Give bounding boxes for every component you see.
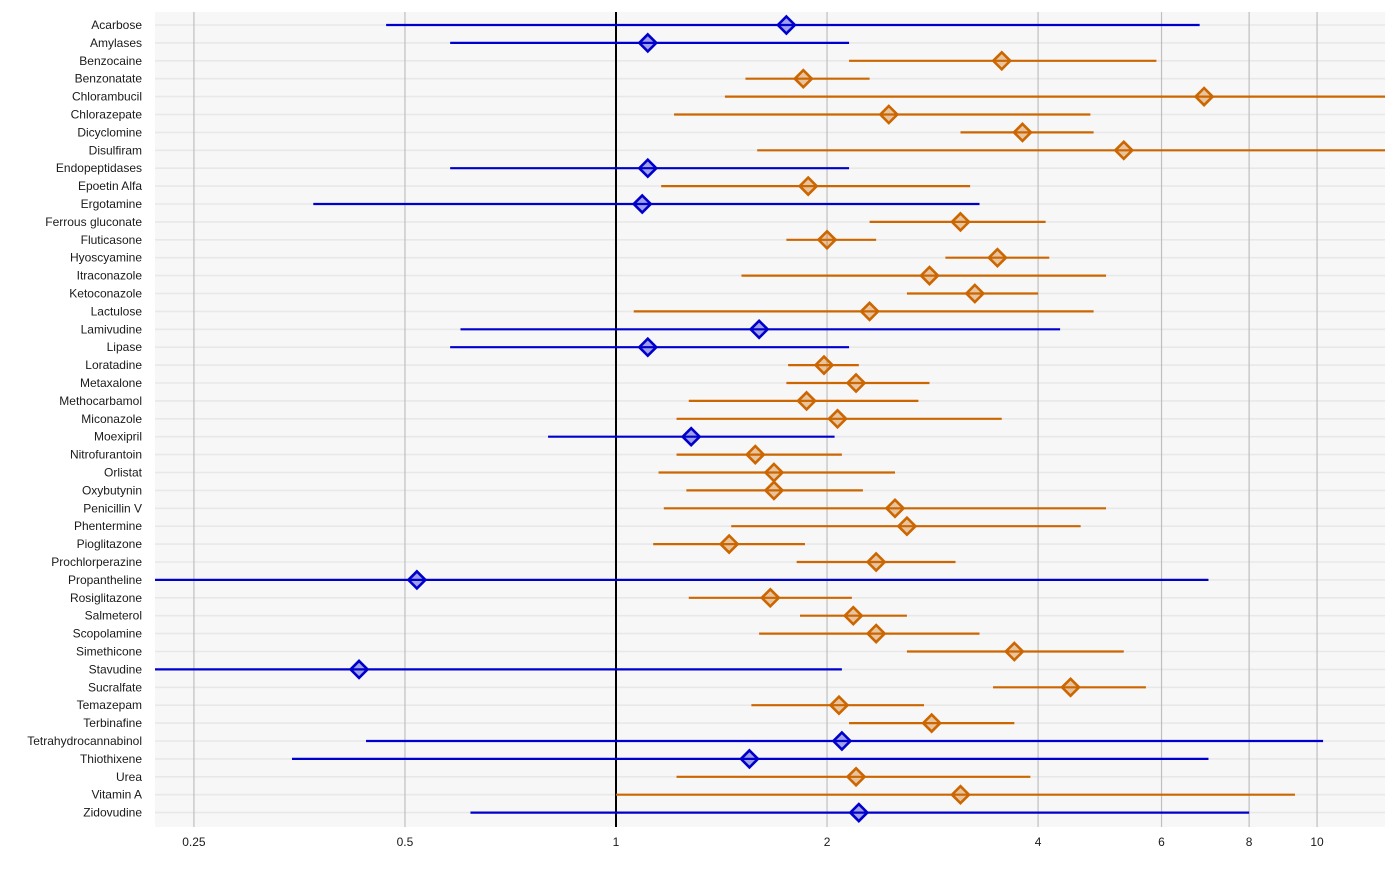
y-axis-label: Sucralfate	[88, 680, 142, 694]
y-axis-label: Vitamin A	[92, 788, 142, 802]
y-axis-label: Ketoconazole	[69, 287, 142, 301]
y-axis-label: Moexipril	[94, 430, 142, 444]
y-axis-label: Urea	[116, 770, 142, 784]
y-axis-label: Disulfiram	[89, 143, 142, 157]
x-tick-label: 1	[613, 835, 620, 849]
y-axis-label: Propantheline	[68, 573, 142, 587]
y-axis-label: Lipase	[107, 340, 143, 354]
y-axis-label: Lactulose	[91, 304, 143, 318]
y-axis-label: Orlistat	[104, 466, 143, 480]
y-axis-label: Terbinafine	[83, 716, 142, 730]
y-axis-label: Methocarbamol	[59, 394, 142, 408]
x-tick-label: 10	[1310, 835, 1324, 849]
y-axis-label: Thiothixene	[80, 752, 142, 766]
y-axis-label: Prochlorperazine	[51, 555, 142, 569]
y-axis-label: Miconazole	[81, 412, 142, 426]
x-tick-label: 6	[1158, 835, 1165, 849]
y-axis-label: Benzonatate	[75, 72, 143, 86]
y-axis-label: Rosiglitazone	[70, 591, 142, 605]
y-axis-label: Ferrous gluconate	[45, 215, 142, 229]
y-axis-label: Endopeptidases	[56, 161, 142, 175]
y-axis-label: Phentermine	[74, 519, 142, 533]
x-tick-label: 0.25	[182, 835, 206, 849]
y-axis-label: Scopolamine	[73, 627, 143, 641]
point-estimates	[348, 14, 1215, 823]
y-axis-label: Salmeterol	[85, 609, 142, 623]
y-axis-label: Stavudine	[89, 662, 143, 676]
x-tick-label: 0.5	[397, 835, 414, 849]
x-axis-tick-labels: 0.25 0.5 1 2 4 6 8 10	[182, 835, 1324, 849]
y-axis-label: Chlorazepate	[71, 108, 143, 122]
y-axis-labels: Acarbose Amylases Benzocaine Benzonatate Chl…	[27, 18, 142, 820]
y-axis-label: Amylases	[90, 36, 142, 50]
y-axis-label: Hyoscyamine	[70, 251, 142, 265]
y-axis-label: Itraconazole	[77, 269, 143, 283]
y-axis-label: Chlorambucil	[72, 90, 142, 104]
y-axis-label: Epoetin Alfa	[78, 179, 142, 193]
y-axis-label: Lamivudine	[81, 322, 143, 336]
x-tick-label: 8	[1246, 835, 1253, 849]
x-tick-label: 4	[1035, 835, 1042, 849]
y-axis-label: Pioglitazone	[77, 537, 143, 551]
y-axis-label: Zidovudine	[83, 806, 142, 820]
y-axis-label: Dicyclomine	[77, 125, 142, 139]
y-axis-label: Benzocaine	[79, 54, 142, 68]
y-axis-label: Temazepam	[77, 698, 142, 712]
y-axis-label: Loratadine	[85, 358, 142, 372]
y-axis-label: Ergotamine	[81, 197, 143, 211]
y-axis-label: Penicillin V	[83, 501, 142, 515]
y-axis-label: Acarbose	[91, 18, 142, 32]
y-axis-label: Metaxalone	[80, 376, 142, 390]
y-axis-label: Simethicone	[76, 645, 142, 659]
y-axis-label: Oxybutynin	[82, 483, 142, 497]
x-tick-label: 2	[824, 835, 831, 849]
y-axis-label: Fluticasone	[81, 233, 143, 247]
y-axis-label: Tetrahydrocannabinol	[27, 734, 142, 748]
y-axis-label: Nitrofurantoin	[70, 448, 142, 462]
